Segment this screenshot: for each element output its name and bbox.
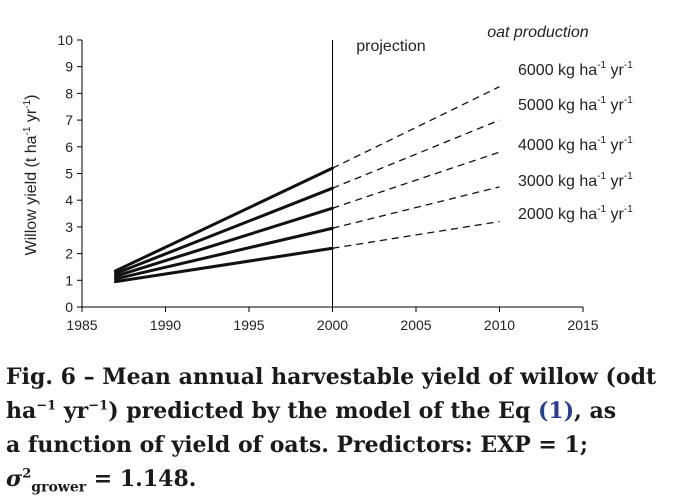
projection-label: projection (356, 38, 425, 55)
y-tick-label: 10 (57, 32, 73, 48)
caption-line-2: ha−1 yr−1) predicted by the model of the… (6, 394, 666, 428)
caption-yr: yr (56, 398, 89, 424)
y-tick-label: 1 (65, 272, 73, 288)
caption-line-1: Fig. 6 – Mean annual harvestable yield o… (6, 364, 657, 390)
legend-title: oat production (487, 24, 589, 41)
series-label-sup: -1 (624, 95, 633, 106)
y-label-end: ) (23, 95, 40, 100)
series-label-yr: yr (606, 97, 624, 114)
series-label-yr: yr (606, 173, 624, 190)
series-projection-line (332, 151, 500, 209)
series-label-sup: -1 (597, 204, 606, 215)
series-label-sup: -1 (597, 135, 606, 146)
y-tick-label: 5 (65, 166, 73, 182)
x-tick-label: 2010 (484, 317, 515, 333)
x-tick-label: 2015 (567, 317, 598, 333)
series-projection-line (332, 119, 500, 189)
series-label-yr: yr (606, 62, 624, 79)
series-lines (113, 86, 500, 284)
x-tick-label: 2005 (400, 317, 431, 333)
y-tick-label: 2 (65, 246, 73, 262)
caption-ha: ha (6, 398, 37, 424)
y-label-mid: yr (23, 108, 40, 126)
series-observed-line (113, 246, 334, 284)
y-label-main: Willow yield (t ha (23, 135, 40, 255)
series-label-yr: yr (606, 206, 624, 223)
x-axis: 1985 1990 1995 2000 2005 2010 2015 (66, 306, 599, 333)
series-label-sup: -1 (597, 95, 606, 106)
series-label-main: 4000 kg ha (518, 137, 597, 154)
y-tick-label: 3 (65, 219, 73, 235)
series-observed-line (113, 166, 334, 273)
caption-line-4-end: = 1.148. (86, 466, 197, 492)
y-tick-label: 8 (65, 85, 73, 101)
caption-line-2-end: , as (574, 398, 617, 424)
series-label-main: 6000 kg ha (518, 62, 597, 79)
caption-line-4: σ2grower = 1.148. (6, 462, 666, 496)
series-observed-line (113, 226, 334, 281)
series-projection-line (332, 186, 500, 229)
series-observed-line (113, 206, 334, 278)
y-tick-label: 0 (65, 299, 73, 315)
y-tick-label: 4 (65, 192, 73, 208)
series-label-main: 3000 kg ha (518, 173, 597, 190)
x-tick-label: 1985 (66, 317, 97, 333)
x-tick-label: 2000 (317, 317, 348, 333)
y-axis-label: Willow yield (t ha-1 yr-1) (22, 95, 40, 256)
series-label-main: 5000 kg ha (518, 97, 597, 114)
series-label-yr: yr (606, 137, 624, 154)
y-label-sup1: -1 (22, 126, 33, 135)
x-tick-label: 1995 (233, 317, 264, 333)
series-label-sup: -1 (624, 171, 633, 182)
y-tick-label: 7 (65, 112, 73, 128)
caption-sigma-sup: 2 (22, 466, 32, 482)
series-projection-line (332, 86, 500, 169)
caption-sup-2: −1 (88, 398, 109, 414)
series-label-sup: -1 (624, 60, 633, 71)
series-label: 3000 kg ha-1 yr-1 (518, 171, 633, 190)
series-label-main: 2000 kg ha (518, 206, 597, 223)
series-label: 6000 kg ha-1 yr-1 (518, 60, 633, 79)
series-label: 5000 kg ha-1 yr-1 (518, 95, 633, 114)
y-axis: 0 1 2 3 4 5 6 7 8 9 10 (57, 32, 83, 315)
caption-line-3: a function of yield of oats. Predictors:… (6, 432, 588, 458)
series-projection-line (332, 220, 500, 249)
figure-caption: Fig. 6 – Mean annual harvestable yield o… (6, 360, 666, 496)
series-label-sup: -1 (624, 135, 633, 146)
x-tick-label: 1990 (150, 317, 181, 333)
caption-sup-1: −1 (36, 398, 57, 414)
series-label-sup: -1 (624, 204, 633, 215)
willow-yield-chart: 0 1 2 3 4 5 6 7 8 9 10 1985 1990 1995 2000 2005 2010 201… (22, 24, 633, 333)
caption-line-2-rest: ) predicted by the model of the Eq (108, 398, 538, 424)
series-label: 2000 kg ha-1 yr-1 (518, 204, 633, 223)
y-label-sup2: -1 (22, 99, 33, 108)
y-tick-label: 9 (65, 59, 73, 75)
series-observed-line (113, 186, 334, 276)
caption-sigma: σ (6, 466, 23, 492)
series-label-sup: -1 (597, 60, 606, 71)
series-label: 4000 kg ha-1 yr-1 (518, 135, 633, 154)
y-tick-label: 6 (65, 139, 73, 155)
equation-reference-link[interactable]: (1) (538, 398, 575, 424)
caption-sigma-sub: grower (31, 479, 87, 496)
series-label-sup: -1 (597, 171, 606, 182)
